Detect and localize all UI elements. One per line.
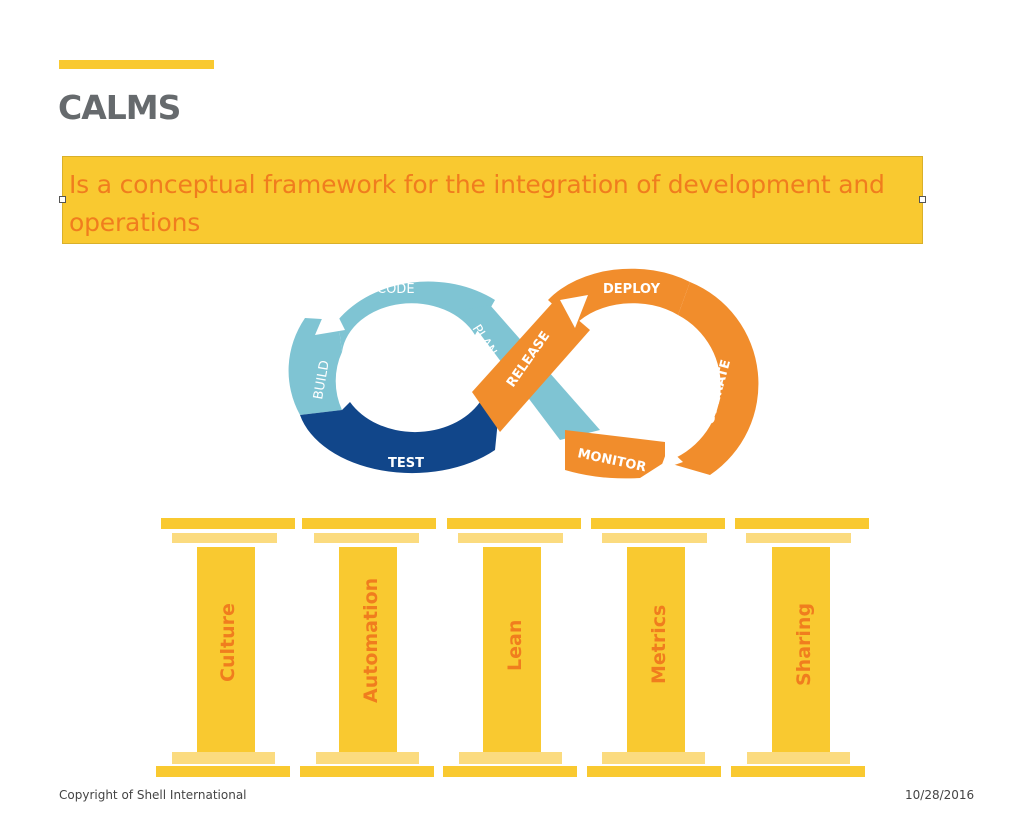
operate-arc xyxy=(665,282,759,475)
release-band xyxy=(472,300,590,432)
devops-infinity-loop: CODE BUILD TEST PLAN RELEASE DEPLOY OPER… xyxy=(288,268,759,479)
page-title: CALMS xyxy=(58,88,181,127)
deploy-arc xyxy=(548,268,690,325)
pillar-label-automation: Automation xyxy=(360,578,382,703)
subtitle-text-box[interactable]: Is a conceptual framework for the integr… xyxy=(62,156,923,244)
calms-pillars: Culture Automation Lean Metrics xyxy=(156,518,869,777)
pillar-label-sharing: Sharing xyxy=(793,603,815,686)
subtitle-text: Is a conceptual framework for the integr… xyxy=(69,170,885,237)
pillar-metrics: Metrics xyxy=(587,518,725,777)
arrow-notch xyxy=(660,448,683,470)
stage-build: BUILD xyxy=(311,359,333,401)
pillar-sharing: Sharing xyxy=(731,518,869,777)
pillar-lean: Lean xyxy=(443,518,581,777)
dev-loop-arc xyxy=(338,281,495,352)
pillar-culture: Culture xyxy=(156,518,295,777)
pillar-automation: Automation xyxy=(300,518,436,777)
test-arc xyxy=(300,400,500,474)
pillar-label-metrics: Metrics xyxy=(648,605,670,684)
footer-copyright: Copyright of Shell International xyxy=(59,788,247,802)
pillar-label-lean: Lean xyxy=(504,620,526,671)
stage-deploy: DEPLOY xyxy=(603,282,661,297)
monitor-arc xyxy=(565,430,665,479)
footer-date: 10/28/2016 xyxy=(905,788,975,802)
resize-handle-right[interactable] xyxy=(919,196,926,203)
arrow-notch xyxy=(315,300,345,335)
title-accent-bar xyxy=(59,60,214,69)
resize-handle-left[interactable] xyxy=(59,196,66,203)
pillar-label-culture: Culture xyxy=(217,603,239,682)
stage-code: CODE xyxy=(377,282,415,297)
arrow-notch xyxy=(560,295,588,328)
build-arc xyxy=(288,318,342,415)
stage-test: TEST xyxy=(388,456,424,471)
